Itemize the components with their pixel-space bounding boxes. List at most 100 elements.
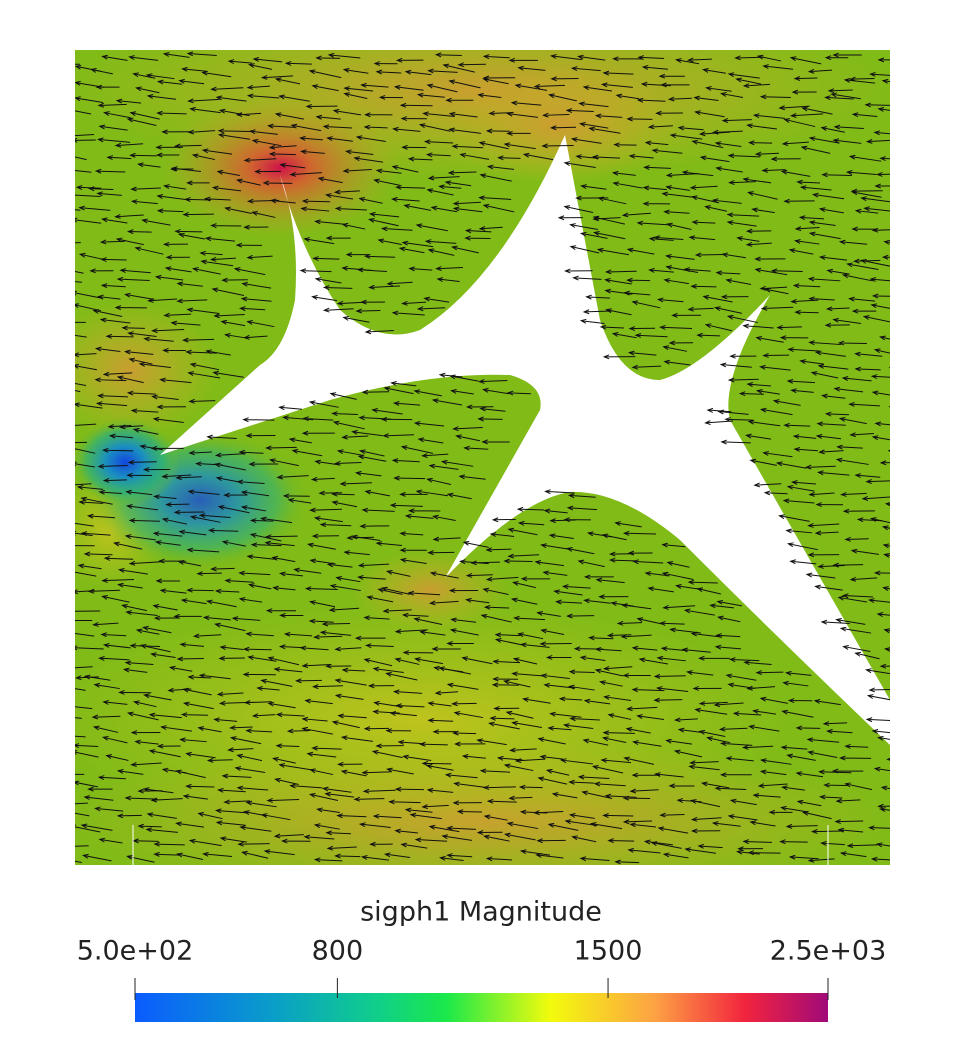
vector-arrow (787, 347, 820, 353)
vector-arrow (173, 613, 202, 619)
vector-arrow (583, 698, 611, 705)
vector-arrow (871, 435, 890, 441)
vector-arrow (757, 783, 788, 789)
vector-arrow (373, 178, 400, 186)
vector-arrow (146, 812, 177, 819)
vector-arrow (873, 570, 890, 576)
vector-arrow (631, 772, 661, 778)
vector-arrow (754, 256, 786, 262)
vector-arrow (452, 800, 482, 806)
vector-arrow (478, 195, 512, 201)
vector-arrow (176, 298, 208, 304)
vector-arrow (486, 798, 517, 804)
vector-arrow (478, 378, 508, 384)
vector-arrow (745, 433, 772, 440)
vector-arrow (397, 739, 425, 745)
vector-arrow (150, 652, 176, 658)
vector-arrow (567, 493, 596, 499)
vector-arrow (413, 617, 443, 626)
vector-arrow (89, 67, 113, 75)
vector-arrow (260, 516, 293, 524)
vector-arrow (170, 320, 201, 326)
vector-arrow (115, 237, 144, 246)
vector-arrow (631, 645, 658, 651)
vector-arrow (542, 570, 568, 576)
vector-arrow (83, 551, 113, 557)
vector-arrow (313, 823, 340, 830)
vector-arrow (711, 821, 741, 827)
vector-arrow (747, 191, 778, 200)
vector-arrow (807, 522, 840, 528)
vector-arrow (720, 92, 744, 99)
vector-arrow (108, 433, 134, 439)
vector-arrow (839, 755, 872, 761)
vector-arrow (400, 842, 428, 849)
vector-arrow (715, 270, 741, 276)
vector-arrow (299, 135, 323, 141)
vector-arrow (395, 57, 424, 63)
vector-arrow (115, 98, 142, 104)
vector-arrow (558, 696, 583, 702)
vector-arrow (781, 141, 809, 147)
vector-arrow (354, 635, 386, 641)
vector-arrow (150, 797, 183, 803)
vector-arrow (870, 303, 890, 309)
vector-arrow (835, 457, 869, 465)
vector-arrow (848, 296, 876, 302)
vector-arrow (401, 612, 429, 618)
vector-arrow (681, 170, 714, 177)
vector-arrow (785, 823, 818, 829)
vector-arrow (215, 95, 247, 102)
vector-arrow (246, 320, 275, 328)
vector-arrow (613, 142, 637, 148)
vector-arrow (151, 394, 179, 400)
vector-arrow (778, 514, 810, 522)
vector-arrow (825, 306, 850, 312)
vector-arrow (566, 505, 597, 511)
vector-arrow (414, 657, 444, 665)
vector-arrow (336, 449, 364, 456)
vector-arrow (494, 638, 524, 646)
vector-arrow (821, 393, 846, 399)
vector-arrow (837, 827, 864, 833)
vector-arrow (627, 350, 657, 356)
vector-arrow (121, 603, 147, 612)
vector-arrow (75, 96, 104, 103)
vector-arrow (805, 572, 836, 579)
vector-arrow (655, 110, 683, 116)
vector-arrow (516, 506, 545, 512)
vector-arrow (464, 235, 491, 241)
vector-arrow (182, 794, 208, 800)
vector-arrow (729, 353, 757, 359)
vector-arrow (869, 277, 890, 282)
vector-arrow (704, 420, 734, 426)
vector-arrow (779, 335, 809, 341)
vector-arrow (326, 845, 357, 851)
vector-arrow (124, 660, 154, 666)
vector-arrow (128, 518, 160, 523)
vector-arrow (98, 489, 122, 495)
vector-arrow (141, 218, 171, 226)
vector-arrow (728, 657, 760, 663)
vector-arrow (187, 674, 212, 680)
vector-arrow (446, 825, 477, 831)
vector-arrow (868, 825, 890, 831)
vector-arrow (118, 424, 144, 430)
vector-arrow (533, 810, 564, 816)
vector-arrow (279, 612, 304, 618)
vector-arrow (251, 713, 276, 719)
vector-arrow (787, 698, 813, 704)
vector-arrow (150, 445, 184, 451)
vector-arrow (419, 629, 446, 636)
vector-arrow (693, 95, 719, 101)
vector-arrow (329, 392, 357, 400)
vector-arrow (421, 761, 452, 766)
vector-arrow (632, 740, 662, 747)
vector-arrow (299, 645, 329, 651)
vector-arrow (187, 489, 220, 496)
vector-arrow (175, 821, 204, 828)
vector-arrow (604, 288, 633, 295)
vector-arrow (427, 68, 458, 74)
vector-arrow (445, 97, 474, 103)
vector-arrow (227, 59, 253, 64)
